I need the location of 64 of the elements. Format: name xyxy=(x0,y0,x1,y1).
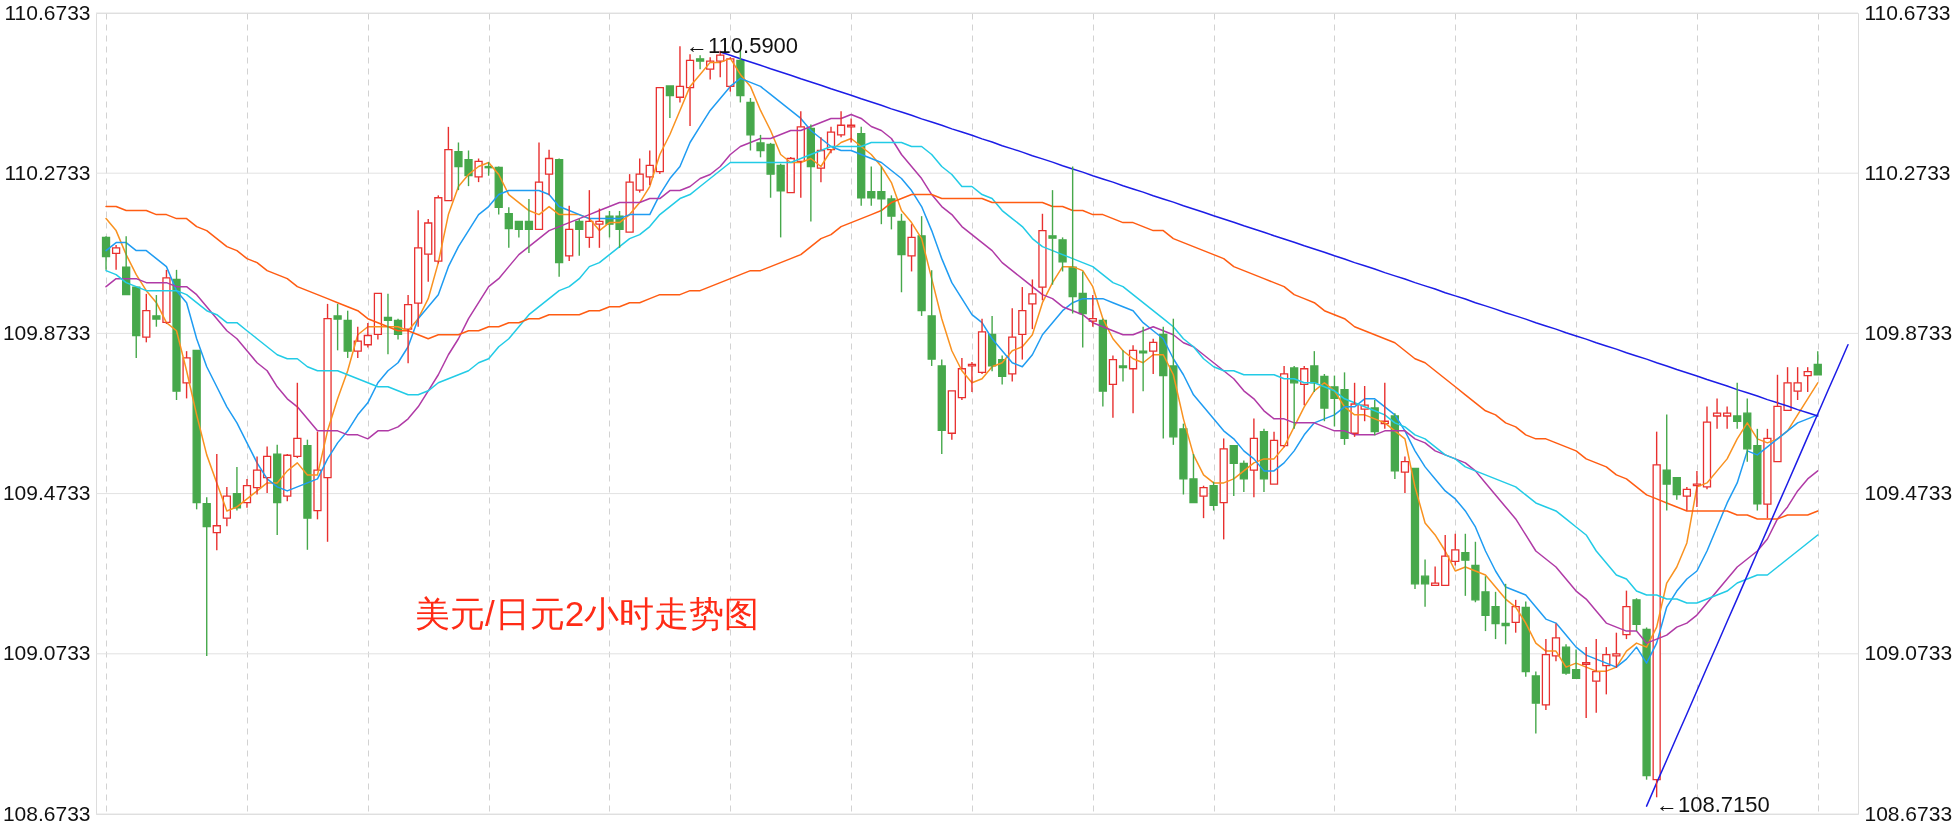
y-tick-label: 108.6733 xyxy=(2,801,91,825)
candlestick xyxy=(1571,648,1581,679)
candlestick xyxy=(414,209,423,328)
y2-tick-label: 108.6733 xyxy=(1864,801,1953,825)
candlestick xyxy=(695,54,705,70)
y2-tick-label: 110.6733 xyxy=(1864,0,1951,24)
candlestick xyxy=(1702,405,1712,491)
candlestick xyxy=(554,159,564,278)
candlestick xyxy=(685,53,695,127)
y-tick-label: 110.2733 xyxy=(4,160,91,184)
candlestick xyxy=(1018,286,1027,361)
candlestick xyxy=(877,165,886,225)
y2-tick-label: 110.2733 xyxy=(1864,160,1951,184)
candlestick xyxy=(1461,533,1470,597)
y2-tick-label: 109.4733 xyxy=(1864,481,1953,505)
candlestick xyxy=(1118,349,1128,383)
candlestick xyxy=(1400,455,1410,494)
candlestick xyxy=(524,198,534,254)
annotation: ←108.7150 xyxy=(1656,792,1770,817)
y-tick-label: 109.8733 xyxy=(2,320,91,344)
y2-tick-label: 109.8733 xyxy=(1864,320,1953,344)
candlestick xyxy=(846,117,856,144)
candlestick xyxy=(1531,670,1540,735)
y-tick-label: 109.4733 xyxy=(2,481,91,505)
candlestick xyxy=(1098,318,1108,408)
candlestick xyxy=(544,148,554,197)
candlestick xyxy=(293,382,302,459)
candlestick xyxy=(132,286,141,359)
candlestick xyxy=(252,455,262,496)
line-series xyxy=(105,193,1819,520)
candlestick xyxy=(444,126,453,202)
candlestick xyxy=(1430,565,1440,587)
candlestick xyxy=(1662,413,1671,512)
candlestick xyxy=(1582,646,1591,719)
candlestick xyxy=(1048,189,1057,286)
candlestick xyxy=(1229,445,1238,497)
text: 美元/日元2小时走势图 xyxy=(415,594,760,633)
y-tick-label: 110.6733 xyxy=(4,0,91,24)
candlestick xyxy=(1108,354,1118,419)
candlestick xyxy=(1712,397,1722,430)
candlestick xyxy=(957,357,967,401)
candlestick xyxy=(1138,326,1148,392)
candlestick xyxy=(675,45,685,104)
candlestick xyxy=(947,390,956,441)
candlestick xyxy=(1722,405,1732,430)
candlestick xyxy=(836,110,846,138)
candlestick xyxy=(665,85,675,119)
candlestick xyxy=(373,292,383,341)
candlestick xyxy=(1541,638,1551,711)
candlestick xyxy=(111,244,121,271)
candlestick xyxy=(1441,534,1450,587)
candlestick xyxy=(403,294,413,364)
candlestick xyxy=(514,220,524,239)
candlestick xyxy=(1682,486,1692,512)
candlestick xyxy=(655,86,664,175)
candlestick xyxy=(1592,638,1601,714)
candlestick xyxy=(967,361,977,393)
candlestick xyxy=(534,141,544,231)
y-tick-label: 109.0733 xyxy=(2,641,91,665)
candlestick xyxy=(1410,467,1420,590)
annotation: ←110.5900 xyxy=(685,33,799,59)
candlestick xyxy=(977,318,987,375)
candlestick xyxy=(363,322,372,349)
y2-tick-label: 109.0733 xyxy=(1864,641,1953,665)
